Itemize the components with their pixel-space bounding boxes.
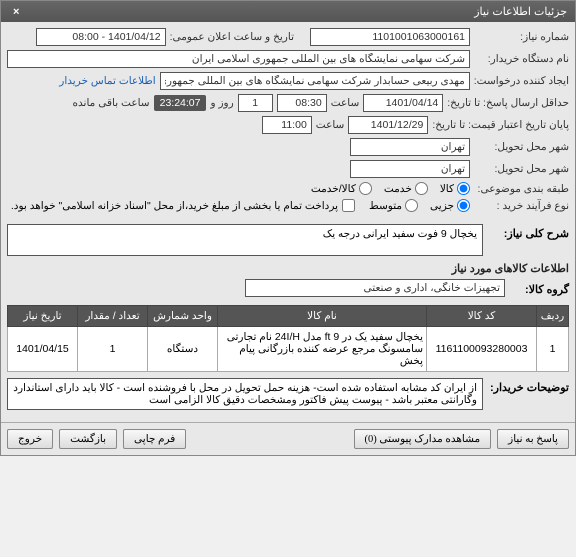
payment-checkbox[interactable] (342, 199, 355, 212)
back-button[interactable]: بازگشت (59, 429, 117, 449)
delivery-city-input[interactable] (350, 138, 470, 156)
buyer-notes-box[interactable]: از ایران کد مشابه استفاده شده است- هزینه… (7, 378, 483, 410)
need-desc-row: شرح کلی نیاز: یخچال 9 فوت سفید ایرانی در… (7, 224, 569, 256)
validity-label: پایان تاریخ اعتبار قیمت: تا تاریخ: (432, 119, 569, 131)
cell-code: 1161100093280003 (427, 327, 537, 372)
deadline-label: حداقل ارسال پاسخ: تا تاریخ: (447, 97, 569, 109)
panel-header: جزئیات اطلاعات نیاز × (1, 1, 575, 22)
validity-date-input[interactable] (348, 116, 428, 134)
table-row[interactable]: 1 1161100093280003 یخچال سفید یک در ft 9… (8, 327, 569, 372)
panel-title: جزئیات اطلاعات نیاز (474, 5, 567, 18)
radio-partial[interactable]: جزیی (430, 199, 470, 212)
buyer-contact-link[interactable]: اطلاعات تماس خریدار (59, 75, 155, 87)
time-label-2: ساعت (316, 119, 345, 131)
need-desc-box[interactable]: یخچال 9 فوت سفید ایرانی درجه یک (7, 224, 483, 256)
countdown-badge: 23:24:07 (154, 95, 207, 111)
radio-service[interactable]: خدمت (384, 182, 428, 195)
requester-input[interactable] (160, 72, 470, 90)
radio-goods-service-input[interactable] (359, 182, 372, 195)
radio-goods-label: کالا (440, 183, 454, 195)
datetime-label: تاریخ و ساعت اعلان عمومی: (170, 31, 294, 43)
deadline-date-input[interactable] (363, 94, 443, 112)
cell-name: یخچال سفید یک در ft 9 مدل 24I/H نام تجار… (218, 327, 427, 372)
validity-time-input[interactable] (262, 116, 312, 134)
radio-goods-service[interactable]: کالا/خدمت (311, 182, 372, 195)
print-button[interactable]: فرم چاپی (123, 429, 186, 449)
radio-medium-input[interactable] (405, 199, 418, 212)
th-name: نام کالا (218, 306, 427, 327)
footer-buttons: پاسخ به نیاز مشاهده مدارک پیوستی (0) فرم… (1, 422, 575, 455)
th-code: کد کالا (427, 306, 537, 327)
reply-button[interactable]: پاسخ به نیاز (497, 429, 569, 449)
payment-note: پرداخت تمام یا بخشی از مبلغ خرید،از محل … (11, 200, 338, 212)
radio-goods-service-label: کالا/خدمت (311, 183, 356, 195)
details-panel: جزئیات اطلاعات نیاز × شماره نیاز: تاریخ … (0, 0, 576, 456)
goods-table: ردیف کد کالا نام کالا واحد شمارش تعداد /… (7, 305, 569, 372)
day-label: روز و (210, 97, 233, 109)
radio-partial-input[interactable] (457, 199, 470, 212)
need-desc-label: شرح کلی نیاز: (489, 224, 569, 240)
cell-date: 1401/04/15 (8, 327, 78, 372)
process-radio-group: جزیی متوسط (369, 199, 470, 212)
cell-qty: 1 (78, 327, 148, 372)
requester-label: ایجاد کننده درخواست: (474, 75, 569, 87)
radio-goods[interactable]: کالا (440, 182, 470, 195)
time-label-1: ساعت (331, 97, 360, 109)
delivery-place-input[interactable] (350, 160, 470, 178)
buyer-notes-label: توضیحات خریدار: (489, 378, 569, 394)
datetime-input[interactable] (36, 28, 166, 46)
radio-medium[interactable]: متوسط (369, 199, 418, 212)
radio-medium-label: متوسط (369, 200, 402, 212)
delivery-place-label: شهر محل تحویل: (474, 163, 569, 175)
need-number-input[interactable] (310, 28, 470, 46)
radio-goods-input[interactable] (457, 182, 470, 195)
group-label: گروه کالا: (509, 280, 569, 296)
payment-checkbox-row: پرداخت تمام یا بخشی از مبلغ خرید،از محل … (11, 199, 355, 212)
buyer-input[interactable] (7, 50, 470, 68)
cell-unit: دستگاه (148, 327, 218, 372)
deadline-time-input[interactable] (277, 94, 327, 112)
remaining-label: ساعت باقی مانده (73, 97, 150, 109)
buyer-label: نام دستگاه خریدار: (474, 53, 569, 65)
th-date: تاریخ نیاز (8, 306, 78, 327)
radio-service-input[interactable] (415, 182, 428, 195)
category-radio-group: کالا خدمت کالا/خدمت (311, 182, 470, 195)
goods-section-title: اطلاعات کالاهای مورد نیاز (7, 262, 569, 275)
group-input[interactable] (245, 279, 505, 297)
exit-button[interactable]: خروج (7, 429, 53, 449)
cell-idx: 1 (537, 327, 569, 372)
radio-partial-label: جزیی (430, 200, 454, 212)
attachments-button[interactable]: مشاهده مدارک پیوستی (0) (354, 429, 492, 449)
th-idx: ردیف (537, 306, 569, 327)
panel-body: شماره نیاز: تاریخ و ساعت اعلان عمومی: نا… (1, 22, 575, 422)
category-label: طبقه بندی موضوعی: (474, 183, 569, 195)
need-number-label: شماره نیاز: (474, 31, 569, 43)
th-qty: تعداد / مقدار (78, 306, 148, 327)
th-unit: واحد شمارش (148, 306, 218, 327)
day-count-input[interactable] (238, 94, 273, 112)
radio-service-label: خدمت (384, 183, 412, 195)
process-label: نوع فرآیند خرید : (474, 200, 569, 212)
delivery-city-label: شهر محل تحویل: (474, 141, 569, 153)
close-icon[interactable]: × (9, 6, 23, 18)
buyer-notes-row: توضیحات خریدار: از ایران کد مشابه استفاد… (7, 378, 569, 410)
